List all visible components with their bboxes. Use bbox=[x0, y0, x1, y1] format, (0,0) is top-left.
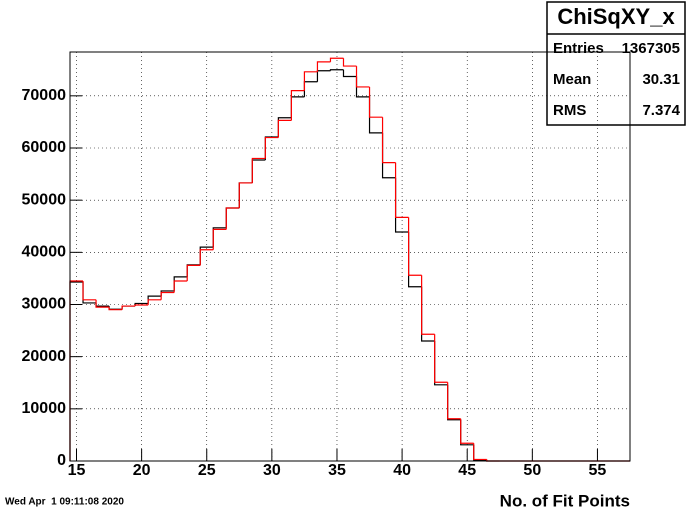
histogram-bin bbox=[186, 264, 201, 282]
stats-value: 1367305 bbox=[622, 40, 680, 57]
stats-value: 7.374 bbox=[642, 102, 680, 119]
histogram-bin bbox=[147, 299, 162, 306]
plot-frame bbox=[69, 51, 631, 462]
histogram-bin bbox=[434, 334, 448, 383]
x-tick-label: 50 bbox=[523, 462, 541, 479]
histogram-bin bbox=[473, 443, 487, 461]
histogram-bin bbox=[264, 136, 279, 159]
histogram-bin bbox=[381, 117, 396, 164]
x-tick-label: 15 bbox=[68, 462, 86, 479]
histogram-bin bbox=[447, 382, 461, 420]
histogram-bin bbox=[329, 69, 344, 71]
histogram-bin bbox=[199, 249, 214, 266]
x-tick-label: 35 bbox=[328, 462, 346, 479]
y-tick-label: 0 bbox=[57, 452, 66, 469]
histogram-bin bbox=[290, 90, 305, 121]
histogram-bin bbox=[355, 66, 370, 88]
x-tick-label: 25 bbox=[198, 462, 216, 479]
histogram-bin bbox=[225, 207, 240, 230]
stats-box bbox=[546, 1, 686, 126]
histogram-bin bbox=[421, 275, 435, 335]
x-tick-label: 40 bbox=[393, 462, 411, 479]
y-tick-label: 10000 bbox=[22, 400, 67, 417]
histogram-bin bbox=[329, 57, 344, 62]
x-axis-title: No. of Fit Points bbox=[500, 491, 630, 510]
histogram-bin bbox=[394, 162, 409, 218]
x-tick-label: 45 bbox=[458, 462, 476, 479]
stats-value: 30.31 bbox=[642, 71, 680, 88]
x-tick-label: 55 bbox=[589, 462, 607, 479]
stats-title: ChiSqXY_x bbox=[557, 4, 675, 29]
histogram-bin bbox=[173, 280, 188, 293]
timestamp: Wed Apr 1 09:11:08 2020 bbox=[5, 497, 124, 508]
histogram-bin bbox=[108, 307, 123, 311]
histogram-bin bbox=[342, 69, 357, 78]
histogram-bin bbox=[368, 86, 383, 118]
histogram-bin bbox=[134, 304, 149, 307]
histogram-bin bbox=[82, 281, 97, 301]
histogram-bin bbox=[160, 291, 175, 300]
y-tick-label: 30000 bbox=[22, 296, 67, 313]
histogram-bin bbox=[316, 61, 331, 72]
histogram-bin bbox=[408, 217, 422, 276]
histogram-bin bbox=[460, 418, 474, 444]
y-tick-label: 50000 bbox=[22, 191, 67, 208]
histogram-bin bbox=[251, 157, 266, 183]
stats-label: RMS bbox=[553, 102, 586, 119]
histogram-bin bbox=[212, 228, 227, 250]
histogram-bin bbox=[277, 119, 292, 138]
histogram-bin bbox=[238, 182, 253, 208]
x-tick-label: 20 bbox=[133, 462, 151, 479]
stats-label: Mean bbox=[553, 71, 591, 88]
y-tick-label: 40000 bbox=[22, 244, 67, 261]
y-tick-label: 60000 bbox=[22, 139, 67, 156]
histogram-bin bbox=[95, 299, 110, 308]
x-tick-label: 30 bbox=[263, 462, 281, 479]
histogram-bin bbox=[121, 305, 136, 310]
y-tick-label: 20000 bbox=[22, 348, 67, 365]
stats-label: Entries bbox=[553, 40, 604, 57]
histogram-bin bbox=[342, 58, 357, 67]
histogram-bin bbox=[303, 71, 318, 91]
y-tick-label: 70000 bbox=[22, 87, 67, 104]
